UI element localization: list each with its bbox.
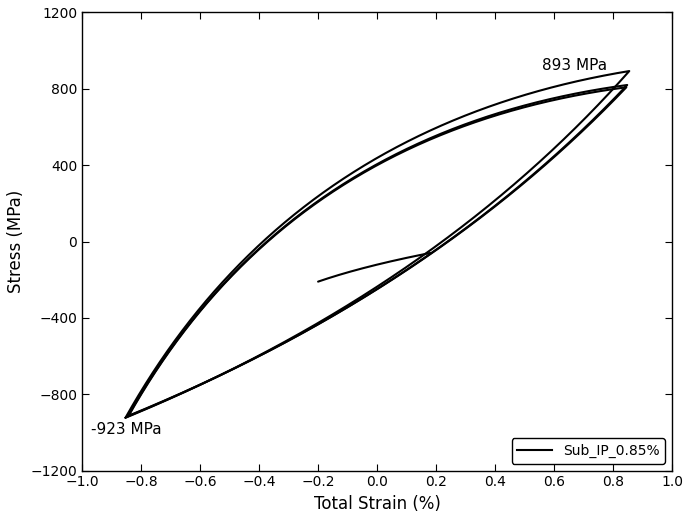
Legend: Sub_IP_0.85%: Sub_IP_0.85% <box>511 438 665 464</box>
Text: -923 MPa: -923 MPa <box>91 422 161 437</box>
X-axis label: Total Strain (%): Total Strain (%) <box>314 495 440 513</box>
Text: 893 MPa: 893 MPa <box>542 58 607 73</box>
Y-axis label: Stress (MPa): Stress (MPa) <box>7 190 25 293</box>
